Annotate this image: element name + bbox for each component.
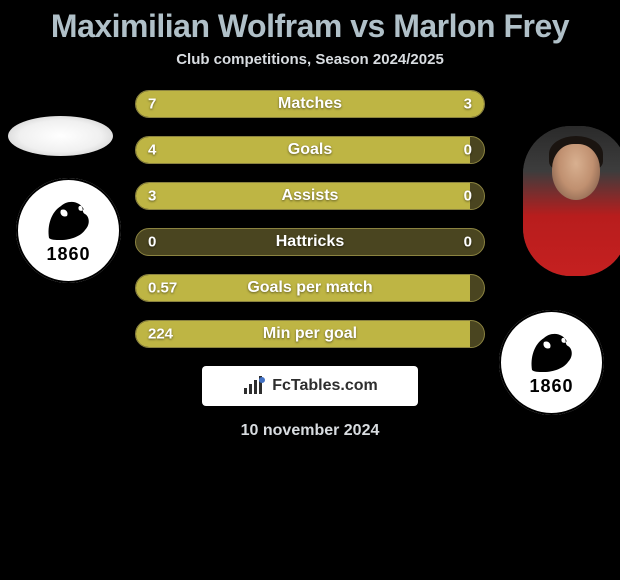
player-left-club-badge: 1860 xyxy=(16,178,121,283)
club-year-left: 1860 xyxy=(46,244,90,265)
stat-label: Min per goal xyxy=(136,325,484,343)
stat-row: 0.57Goals per match xyxy=(135,274,485,302)
stat-value-right: 3 xyxy=(464,96,472,113)
stat-label: Hattricks xyxy=(136,233,484,251)
stat-row: 7Matches3 xyxy=(135,90,485,118)
stats-container: 7Matches34Goals03Assists00Hattricks00.57… xyxy=(135,90,485,348)
stat-label: Assists xyxy=(136,187,484,205)
lion-icon xyxy=(524,328,580,376)
chart-icon xyxy=(242,376,266,396)
attribution-badge: FcTables.com xyxy=(202,366,418,406)
stat-value-right: 0 xyxy=(464,234,472,251)
stat-label: Goals xyxy=(136,141,484,159)
attribution-text: FcTables.com xyxy=(272,377,378,395)
club-year-right: 1860 xyxy=(529,376,573,397)
stat-value-right: 0 xyxy=(464,188,472,205)
date-text: 10 november 2024 xyxy=(0,422,620,440)
stat-label: Goals per match xyxy=(136,279,484,297)
player-right-avatar xyxy=(523,126,620,276)
stat-row: 224Min per goal xyxy=(135,320,485,348)
stat-row: 0Hattricks0 xyxy=(135,228,485,256)
subtitle: Club competitions, Season 2024/2025 xyxy=(0,51,620,68)
stat-row: 4Goals0 xyxy=(135,136,485,164)
stat-label: Matches xyxy=(136,95,484,113)
player-left-avatar xyxy=(8,116,113,156)
page-title: Maximilian Wolfram vs Marlon Frey xyxy=(0,0,620,45)
lion-icon xyxy=(41,196,97,244)
player-right-club-badge: 1860 xyxy=(499,310,604,415)
stat-row: 3Assists0 xyxy=(135,182,485,210)
stat-value-right: 0 xyxy=(464,142,472,159)
